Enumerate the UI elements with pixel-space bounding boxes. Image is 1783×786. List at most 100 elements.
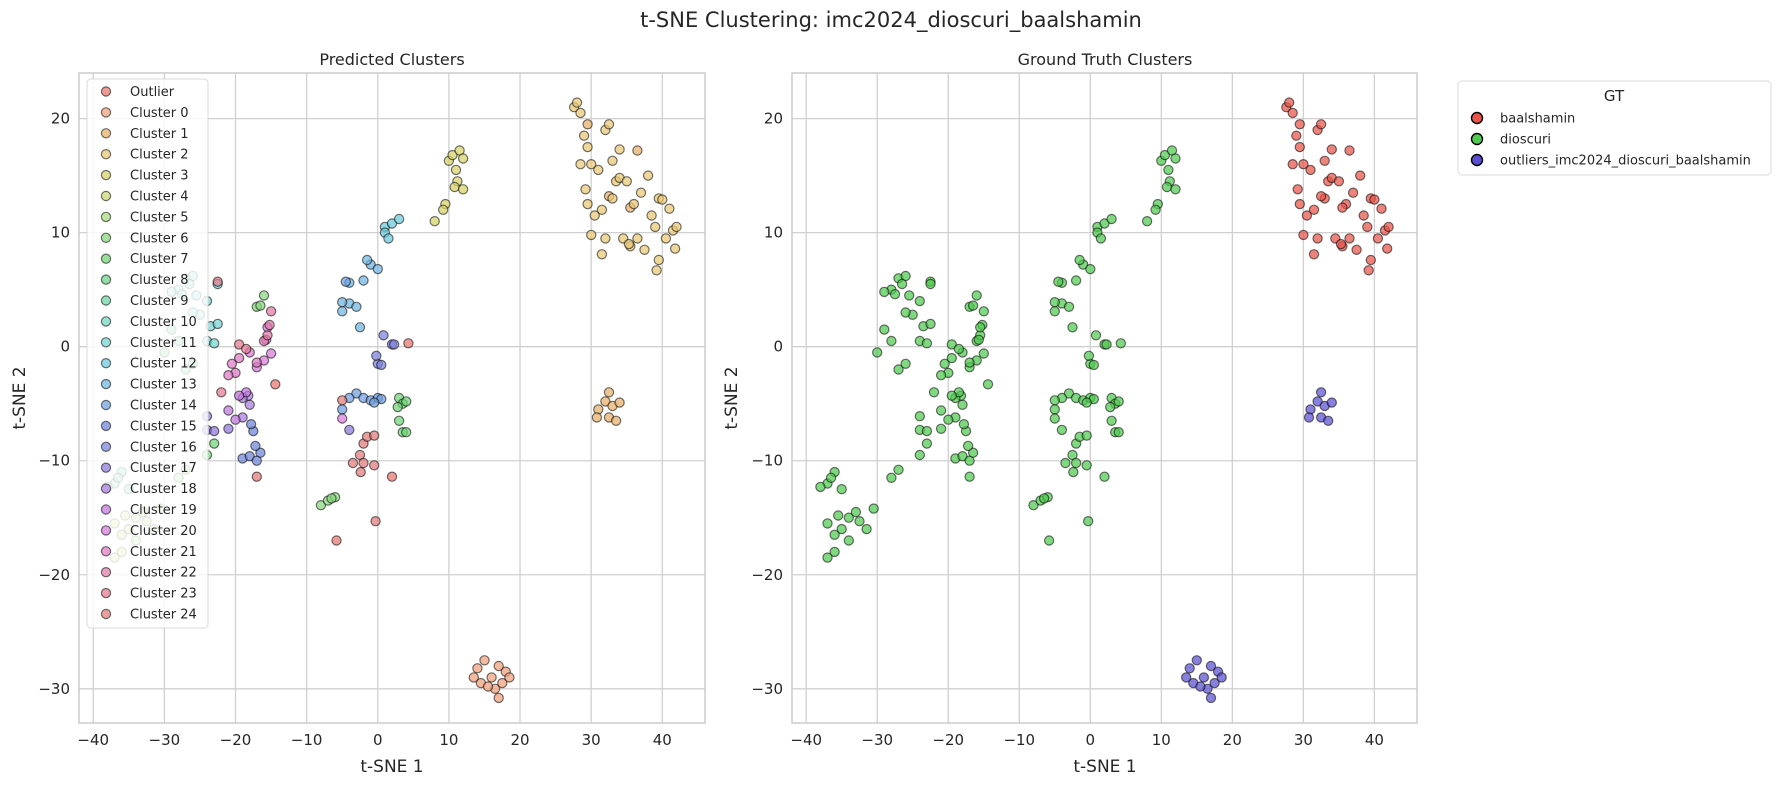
scatter-point xyxy=(621,176,633,187)
x-tick-label: −10 xyxy=(1003,731,1035,749)
scatter-point xyxy=(255,447,266,458)
legend-label: Cluster 10 xyxy=(130,315,197,330)
scatter-point xyxy=(258,290,270,301)
scatter-point xyxy=(370,516,381,527)
scatter-point xyxy=(833,510,844,521)
scatter-point xyxy=(337,395,348,406)
scatter-point xyxy=(967,300,979,311)
scatter-point xyxy=(589,210,600,221)
scatter-point xyxy=(1163,164,1174,176)
scatter-point xyxy=(386,471,398,482)
scatter-point xyxy=(1150,204,1161,215)
scatter-point xyxy=(886,472,897,483)
scatter-point xyxy=(935,405,947,416)
scatter-point xyxy=(893,464,904,475)
scatter-point xyxy=(347,457,359,469)
scatter-point xyxy=(1060,457,1071,469)
scatter-point xyxy=(1381,243,1393,254)
scatter-point xyxy=(657,194,668,205)
scatter-point xyxy=(1383,221,1394,233)
scatter-point xyxy=(1216,672,1227,683)
scatter-point xyxy=(642,170,654,181)
scatter-point xyxy=(1305,164,1316,176)
x-tick-label: 20 xyxy=(510,731,529,749)
scatter-point xyxy=(925,318,936,330)
scatter-point xyxy=(854,516,865,527)
scatter-point xyxy=(358,275,369,286)
scatter-point xyxy=(1209,677,1220,689)
y-tick-label: 0 xyxy=(60,338,70,356)
scatter-point xyxy=(208,438,220,449)
scatter-point xyxy=(1095,233,1107,244)
scatter-point xyxy=(607,155,618,166)
scatter-point xyxy=(251,357,262,368)
scatter-point xyxy=(822,518,833,529)
ground-truth-clusters-panel: Ground Truth Clusters t-SNE 1 t-SNE 2 −4… xyxy=(722,50,1772,777)
scatter-point xyxy=(1376,203,1387,214)
scatter-point xyxy=(1115,338,1127,349)
legend: Outlier Cluster 0 Cluster 1 Cluster 2 Cluste… xyxy=(86,78,209,629)
scatter-point xyxy=(264,319,275,331)
legend-marker xyxy=(100,399,112,411)
x-tick-label: 40 xyxy=(1365,731,1384,749)
legend-label: Cluster 20 xyxy=(130,524,197,539)
scatter-point xyxy=(378,330,389,341)
scatter-point xyxy=(1049,297,1061,308)
scatter-point xyxy=(575,158,586,170)
panel-title: Ground Truth Clusters xyxy=(1018,50,1193,69)
scatter-point xyxy=(1294,119,1306,130)
legend-marker xyxy=(1470,132,1484,146)
legend-marker xyxy=(100,567,112,578)
legend-marker xyxy=(100,190,112,202)
scatter-point xyxy=(1184,663,1195,674)
scatter-point xyxy=(1101,339,1112,350)
scatter-point xyxy=(369,430,380,441)
scatter-point xyxy=(1291,130,1302,141)
scatter-point xyxy=(836,523,847,535)
legend-marker xyxy=(1470,111,1484,125)
scatter-point xyxy=(208,425,220,437)
legend-marker xyxy=(100,169,112,181)
panel-title: Predicted Clusters xyxy=(319,50,464,69)
scatter-point xyxy=(376,359,387,371)
scatter-point xyxy=(401,396,412,407)
legend-label: Cluster 21 xyxy=(130,545,197,560)
legend-box xyxy=(1457,80,1772,176)
scatter-point xyxy=(1083,350,1095,361)
scatter-point xyxy=(497,677,508,689)
scatter-point xyxy=(886,335,897,347)
scatter-point xyxy=(964,471,975,482)
scatter-point xyxy=(896,278,908,290)
scatter-point xyxy=(943,414,954,425)
scatter-point xyxy=(493,692,504,704)
scatter-point xyxy=(351,301,362,312)
scatter-point xyxy=(669,243,681,254)
scatter-point xyxy=(337,297,348,308)
scatter-point xyxy=(226,358,238,369)
scatter-point xyxy=(815,481,826,493)
scatter-point xyxy=(582,119,593,130)
plot-area xyxy=(792,73,1417,723)
y-tick-label: 20 xyxy=(51,110,70,128)
scatter-point xyxy=(208,338,220,349)
scatter-point xyxy=(1070,275,1082,286)
legend-marker xyxy=(100,253,112,264)
scatter-point xyxy=(1372,233,1384,244)
legend-label: Cluster 5 xyxy=(130,210,189,225)
scatter-point xyxy=(614,397,625,408)
legend-label: Cluster 18 xyxy=(130,482,197,497)
scatter-point xyxy=(1303,412,1315,423)
x-tick-label: 0 xyxy=(373,731,383,749)
scatter-point xyxy=(354,322,366,333)
x-tick-label: −20 xyxy=(220,731,252,749)
scatter-point xyxy=(392,401,403,413)
scatter-point xyxy=(861,523,872,535)
scatter-point xyxy=(946,339,958,350)
legend-marker xyxy=(100,546,112,557)
scatter-point xyxy=(935,423,947,434)
scatter-point xyxy=(1063,301,1075,312)
scatter-point xyxy=(1106,213,1117,225)
scatter-point xyxy=(580,184,591,195)
scatter-point xyxy=(1049,404,1061,415)
scatter-point xyxy=(1363,265,1374,276)
